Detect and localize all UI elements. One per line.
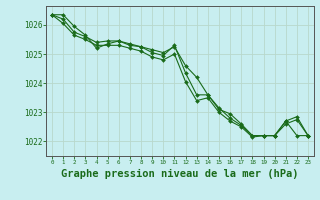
X-axis label: Graphe pression niveau de la mer (hPa): Graphe pression niveau de la mer (hPa) [61,169,299,179]
